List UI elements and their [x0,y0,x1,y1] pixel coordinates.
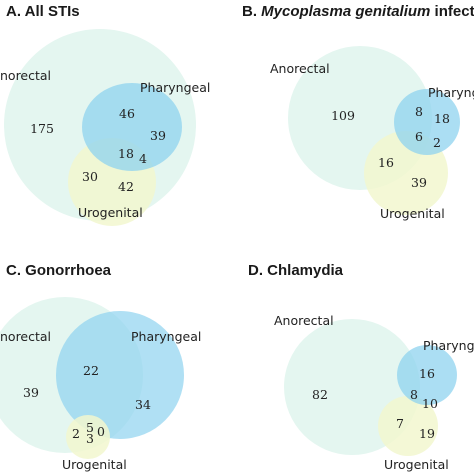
panel-d-count-urogenital-only: 19 [419,426,435,441]
panel-d-anorectal-label: Anorectal [274,313,334,328]
panel-c-count-anorectal-urogenital: 2 [72,426,80,441]
panel-b-anorectal-label: Anorectal [270,61,330,76]
panel-c-count-pharyngeal-only: 34 [135,397,151,412]
panel-a-urogenital-label: Urogenital [78,205,143,220]
panel-c-anorectal-label: norectal [0,329,51,344]
panel-d-title: D. Chlamydia [248,262,344,279]
panel-d-urogenital-label: Urogenital [384,457,449,472]
panel-c-count-all-three: 5 [86,420,94,435]
panel-c: C. Gonorrhoea norectal Pharyngeal Urogen… [0,262,201,472]
panel-a-pharyngeal-circle [82,83,182,171]
panel-b-pharyngeal-circle [394,89,460,155]
panel-c-pharyngeal-circle [56,311,184,439]
panel-a-count-pharyngeal-only: 46 [119,106,135,121]
panel-c-urogenital-circle [66,415,110,459]
panel-c-pharyngeal-label: Pharyngeal [131,329,201,344]
panel-c-count-urogenital-only: 3 [86,431,94,446]
panel-d-urogenital-circle [378,396,438,456]
panel-d-count-anorectal-only: 82 [312,387,328,402]
panel-d-count-pharyngeal-urogenital: 10 [422,396,438,411]
panel-a-title: A. All STIs [6,3,80,20]
panel-a-count-all-three: 18 [118,146,134,161]
panel-b-count-all-three: 6 [415,129,423,144]
panel-c-count-pharyngeal-urogenital: 0 [97,424,105,439]
panel-a-anorectal-label: norectal [0,68,51,83]
panel-b-title: B. Mycoplasma genitalium infectio [242,3,474,20]
panel-b-count-pharyngeal-urogenital: 2 [433,135,441,150]
panel-b-count-urogenital-only: 39 [411,175,427,190]
panel-d-pharyngeal-label: Pharyngea [423,338,474,353]
panel-a-count-anorectal-only: 175 [30,121,54,136]
panel-a-count-anorectal-urogenital: 30 [82,169,98,184]
panel-a-count-pharyngeal-urogenital: 4 [139,151,147,166]
panel-a-count-urogenital-only: 42 [118,179,134,194]
panel-b-count-anorectal-pharyngeal: 8 [415,104,423,119]
panel-d-count-anorectal-urogenital: 7 [396,416,404,431]
panel-b-count-anorectal-urogenital: 16 [378,155,394,170]
panel-b-urogenital-label: Urogenital [380,206,445,221]
panel-b-count-pharyngeal-only: 18 [434,111,450,126]
panel-c-count-anorectal-only: 39 [23,385,39,400]
panel-d: D. Chlamydia Anorectal Pharyngea Urogeni… [248,262,474,472]
panel-c-title: C. Gonorrhoea [6,262,112,279]
panel-d-count-all-three: 8 [410,387,418,402]
panel-c-urogenital-label: Urogenital [62,457,127,472]
panel-b: B. Mycoplasma genitalium infectio Anorec… [242,3,474,221]
panel-a: A. All STIs norectal Pharyngeal Urogenit… [0,3,210,226]
panel-b-pharyngeal-label: Pharyng [428,85,474,100]
panel-a-count-pharyngeal-right: 39 [150,128,166,143]
panel-d-count-anorectal-pharyngeal: 16 [419,366,435,381]
panel-d-pharyngeal-circle [397,345,457,405]
panel-a-pharyngeal-label: Pharyngeal [140,80,210,95]
panel-c-count-anorectal-pharyngeal: 22 [83,363,99,378]
panel-b-count-anorectal-only: 109 [331,108,355,123]
